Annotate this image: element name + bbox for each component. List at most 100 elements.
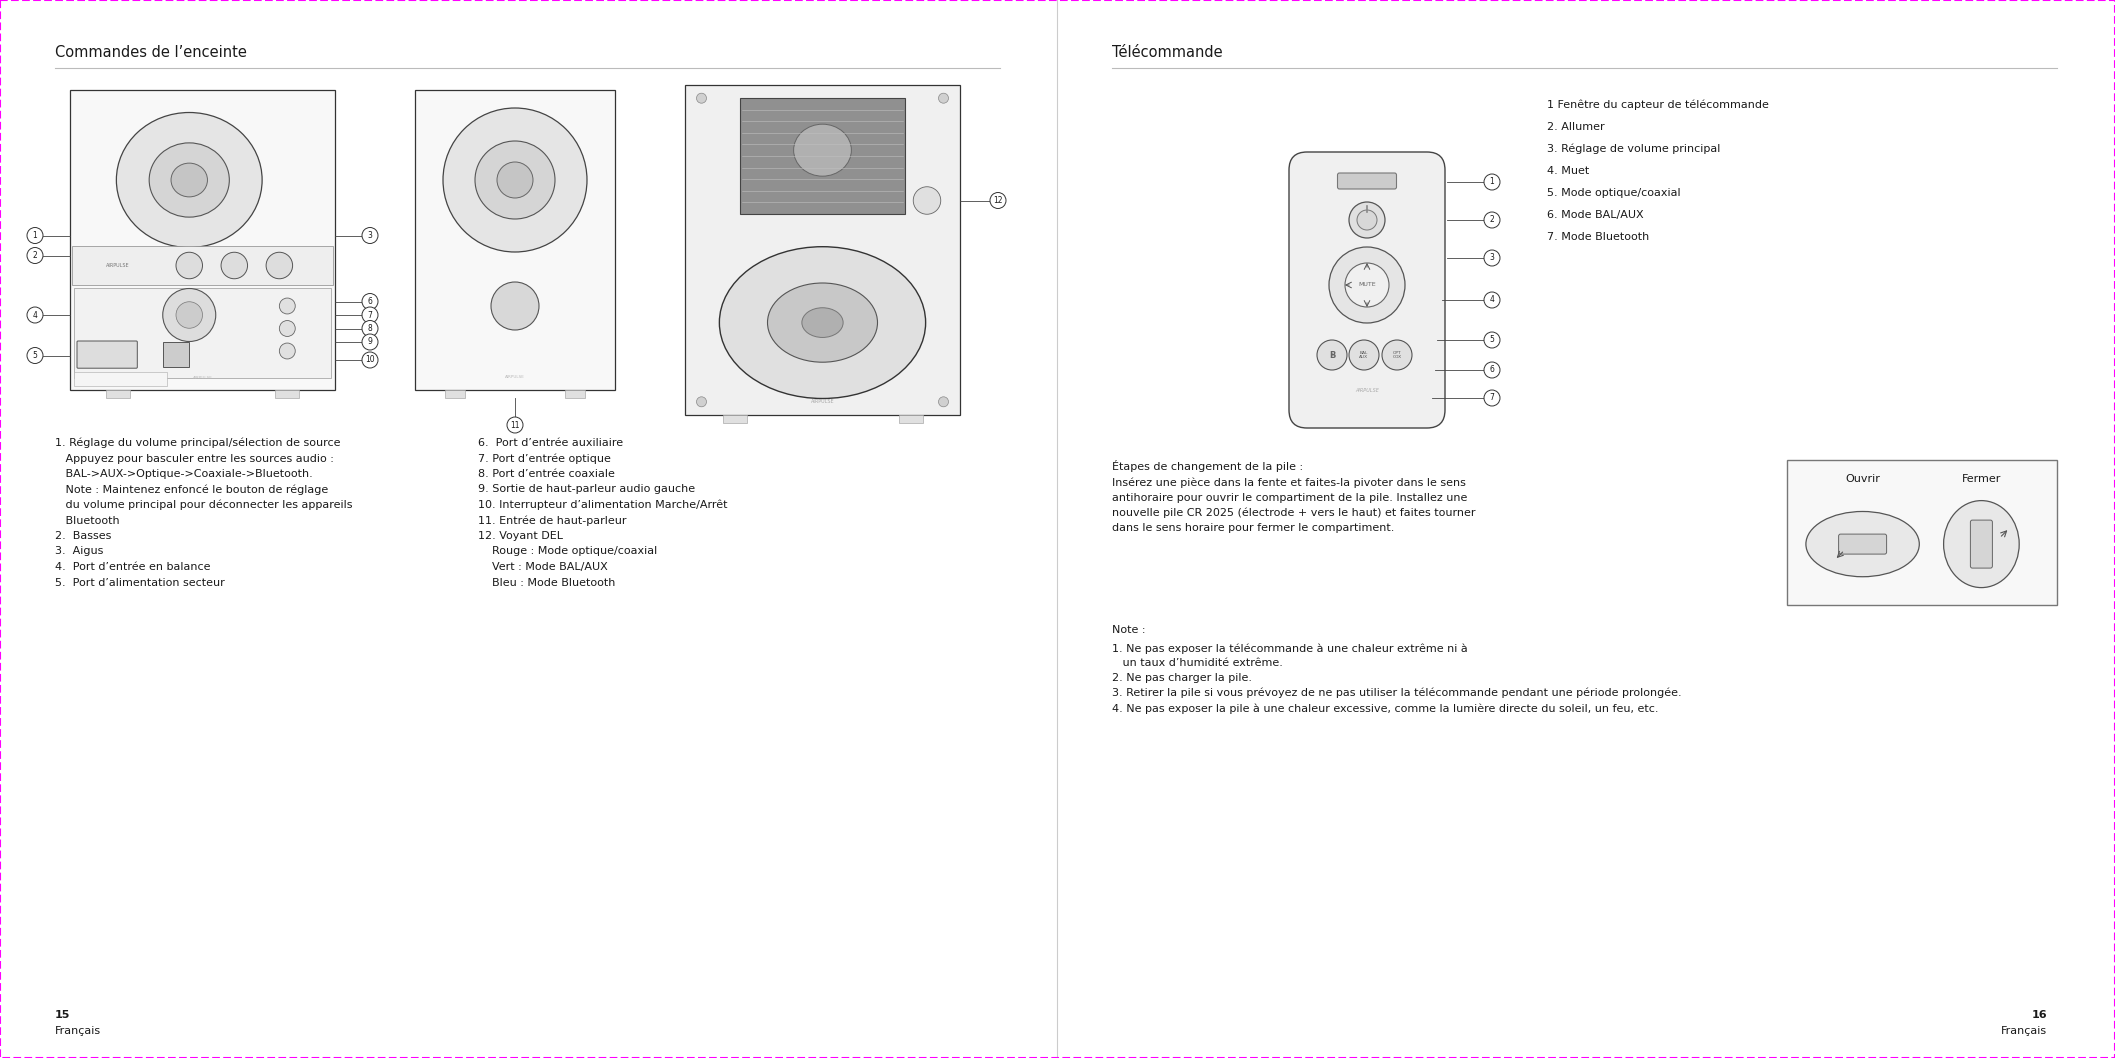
- FancyBboxPatch shape: [740, 98, 905, 214]
- Text: 7. Port d’entrée optique: 7. Port d’entrée optique: [478, 454, 611, 464]
- Circle shape: [279, 298, 296, 314]
- Ellipse shape: [793, 124, 852, 177]
- Text: 6: 6: [368, 297, 372, 306]
- Text: AIRPULSE: AIRPULSE: [192, 376, 212, 380]
- Text: 8. Port d’entrée coaxiale: 8. Port d’entrée coaxiale: [478, 469, 615, 479]
- FancyBboxPatch shape: [106, 390, 129, 398]
- Text: Fermer: Fermer: [1963, 474, 2001, 484]
- Text: 12: 12: [994, 196, 1003, 205]
- Text: 5.  Port d’alimentation secteur: 5. Port d’alimentation secteur: [55, 578, 224, 587]
- Text: 4. Ne pas exposer la pile à une chaleur excessive, comme la lumière directe du s: 4. Ne pas exposer la pile à une chaleur …: [1112, 703, 1658, 713]
- Circle shape: [1349, 340, 1379, 370]
- Circle shape: [27, 248, 42, 263]
- Text: 5: 5: [1489, 335, 1495, 345]
- Circle shape: [362, 352, 379, 368]
- Ellipse shape: [497, 162, 533, 198]
- Circle shape: [1485, 292, 1500, 308]
- Text: OPT
COX: OPT COX: [1392, 350, 1402, 360]
- FancyBboxPatch shape: [74, 372, 167, 386]
- Text: BAL->AUX->Optique->Coaxiale->Bluetooth.: BAL->AUX->Optique->Coaxiale->Bluetooth.: [55, 469, 313, 479]
- Text: AIRPULSE: AIRPULSE: [810, 399, 833, 404]
- Circle shape: [176, 252, 203, 278]
- Text: 4. Muet: 4. Muet: [1546, 166, 1588, 176]
- Text: 1: 1: [1489, 178, 1495, 186]
- FancyBboxPatch shape: [74, 288, 332, 378]
- Text: 3: 3: [368, 231, 372, 240]
- Text: AIRPULSE: AIRPULSE: [505, 375, 525, 379]
- FancyBboxPatch shape: [72, 247, 332, 285]
- Text: MUTE: MUTE: [1358, 282, 1377, 288]
- Circle shape: [1328, 247, 1404, 323]
- FancyBboxPatch shape: [1838, 534, 1887, 554]
- Text: 2.  Basses: 2. Basses: [55, 531, 112, 541]
- Text: 7: 7: [1489, 394, 1495, 402]
- Text: 5: 5: [32, 351, 38, 360]
- Text: 9. Sortie de haut-parleur audio gauche: 9. Sortie de haut-parleur audio gauche: [478, 485, 696, 494]
- Circle shape: [508, 417, 522, 433]
- Text: 4.  Port d’entrée en balance: 4. Port d’entrée en balance: [55, 562, 212, 572]
- Circle shape: [1381, 340, 1413, 370]
- Text: AIRPULSE: AIRPULSE: [106, 263, 129, 268]
- Circle shape: [27, 347, 42, 364]
- Circle shape: [362, 227, 379, 243]
- Text: 6: 6: [1489, 365, 1495, 375]
- Ellipse shape: [116, 112, 262, 248]
- Text: antihoraire pour ouvrir le compartiment de la pile. Installez une: antihoraire pour ouvrir le compartiment …: [1112, 493, 1468, 503]
- FancyBboxPatch shape: [1787, 460, 2058, 605]
- Circle shape: [1485, 390, 1500, 406]
- Circle shape: [491, 282, 539, 330]
- Circle shape: [362, 321, 379, 336]
- Text: 15: 15: [55, 1010, 70, 1020]
- Text: β: β: [1330, 353, 1332, 357]
- Text: Étapes de changement de la pile :: Étapes de changement de la pile :: [1112, 460, 1303, 472]
- Text: 8: 8: [368, 324, 372, 333]
- Text: Vert : Mode BAL/AUX: Vert : Mode BAL/AUX: [478, 562, 607, 572]
- Text: AIRPULSE: AIRPULSE: [1356, 387, 1379, 393]
- Ellipse shape: [476, 141, 554, 219]
- Ellipse shape: [1806, 511, 1918, 577]
- Circle shape: [362, 293, 379, 310]
- FancyBboxPatch shape: [275, 390, 300, 398]
- Circle shape: [362, 307, 379, 323]
- Text: Appuyez pour basculer entre les sources audio :: Appuyez pour basculer entre les sources …: [55, 454, 334, 463]
- Text: 6.  Port d’entrée auxiliaire: 6. Port d’entrée auxiliaire: [478, 438, 624, 448]
- FancyBboxPatch shape: [723, 415, 747, 423]
- Circle shape: [1345, 263, 1390, 307]
- Text: 2. Allumer: 2. Allumer: [1546, 122, 1605, 132]
- FancyBboxPatch shape: [76, 341, 137, 368]
- Circle shape: [1358, 209, 1377, 230]
- Circle shape: [222, 252, 247, 278]
- Text: 3: 3: [1489, 254, 1495, 262]
- Text: dans le sens horaire pour fermer le compartiment.: dans le sens horaire pour fermer le comp…: [1112, 523, 1394, 533]
- Ellipse shape: [150, 143, 228, 217]
- Circle shape: [914, 187, 941, 215]
- Circle shape: [1485, 174, 1500, 190]
- Circle shape: [939, 397, 948, 406]
- Text: Bleu : Mode Bluetooth: Bleu : Mode Bluetooth: [478, 578, 615, 587]
- Text: Bluetooth: Bluetooth: [55, 515, 121, 526]
- Text: B: B: [1328, 350, 1335, 360]
- Text: 10. Interrupteur d’alimentation Marche/Arrêt: 10. Interrupteur d’alimentation Marche/A…: [478, 500, 728, 511]
- Text: Ouvrir: Ouvrir: [1844, 474, 1880, 484]
- FancyBboxPatch shape: [163, 342, 188, 367]
- Text: 2. Ne pas charger la pile.: 2. Ne pas charger la pile.: [1112, 673, 1252, 683]
- Circle shape: [27, 227, 42, 243]
- Circle shape: [279, 321, 296, 336]
- Text: nouvelle pile CR 2025 (électrode + vers le haut) et faites tourner: nouvelle pile CR 2025 (électrode + vers …: [1112, 508, 1476, 518]
- Text: 3. Réglage de volume principal: 3. Réglage de volume principal: [1546, 144, 1719, 154]
- Text: 12. Voyant DEL: 12. Voyant DEL: [478, 531, 563, 541]
- Text: 7. Mode Bluetooth: 7. Mode Bluetooth: [1546, 232, 1650, 242]
- Text: du volume principal pour déconnecter les appareils: du volume principal pour déconnecter les…: [55, 500, 353, 511]
- Circle shape: [1485, 250, 1500, 266]
- Text: 1. Réglage du volume principal/sélection de source: 1. Réglage du volume principal/sélection…: [55, 438, 341, 449]
- FancyBboxPatch shape: [1971, 521, 1992, 568]
- Text: 10: 10: [366, 355, 374, 365]
- Circle shape: [279, 343, 296, 359]
- Circle shape: [362, 334, 379, 350]
- Text: 16: 16: [2030, 1010, 2047, 1020]
- Circle shape: [27, 307, 42, 323]
- Text: 2: 2: [1489, 216, 1495, 224]
- Circle shape: [939, 93, 948, 104]
- FancyBboxPatch shape: [685, 85, 960, 415]
- Text: 1 Fenêtre du capteur de télécommande: 1 Fenêtre du capteur de télécommande: [1546, 101, 1768, 110]
